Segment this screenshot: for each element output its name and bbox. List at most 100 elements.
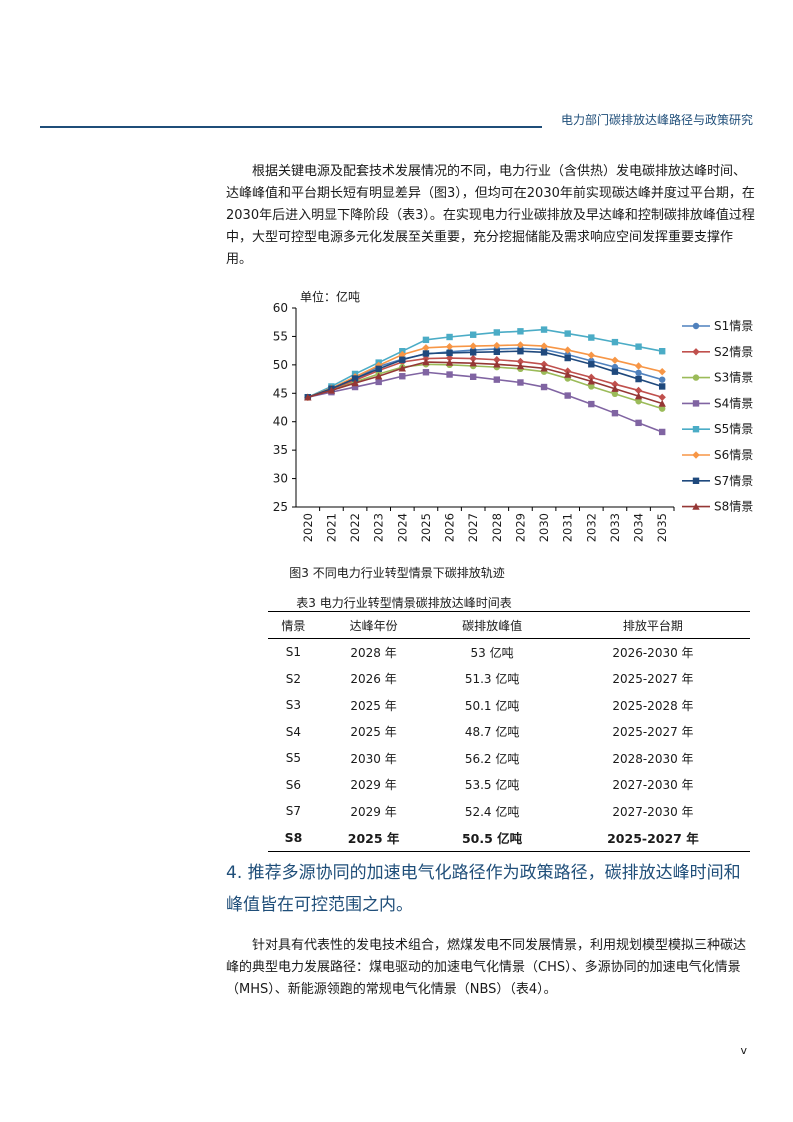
- data-point: [493, 356, 501, 364]
- table-cell: S7: [285, 804, 302, 819]
- data-point: [422, 344, 430, 352]
- table-cell: S4: [285, 724, 302, 739]
- x-tick-label: 2035: [655, 513, 669, 542]
- data-point: [634, 392, 643, 400]
- data-point: [469, 342, 477, 350]
- data-point: [658, 383, 666, 390]
- data-point: [351, 383, 359, 391]
- data-point: [469, 331, 477, 338]
- legend-marker: [692, 400, 700, 407]
- data-point: [634, 362, 643, 370]
- x-tick-label: 2023: [372, 513, 386, 542]
- x-tick-label: 2033: [608, 513, 622, 542]
- y-tick-label: 35: [273, 443, 288, 457]
- data-point: [517, 348, 524, 355]
- page-number: v: [740, 1044, 747, 1057]
- data-point: [611, 380, 619, 388]
- header-peak-year: 达峰年份: [349, 618, 398, 633]
- data-point: [374, 372, 383, 380]
- x-tick-label: 2026: [443, 513, 457, 542]
- table-cell: 2028-2030 年: [612, 751, 694, 766]
- section-heading: 4. 推荐多源协同的加速电气化路径作为政策路径，碳排放达峰时间和峰值皆在可控范围…: [226, 863, 741, 915]
- data-point: [588, 400, 595, 408]
- data-point: [422, 350, 430, 357]
- data-point: [516, 341, 525, 349]
- legend-item-8: S8情景: [682, 500, 753, 514]
- series-line: [307, 371, 663, 433]
- table-cell: 2027-2030 年: [612, 804, 694, 819]
- legend-item-3: S3情景: [682, 371, 753, 385]
- table-cell: 2026 年: [350, 672, 397, 687]
- series-8: [304, 358, 666, 407]
- table-cell: 2027-2030 年: [612, 778, 694, 793]
- data-point: [540, 360, 548, 368]
- data-point: [304, 393, 312, 401]
- chart-unit-label: 单位：亿吨: [300, 289, 360, 304]
- table-cell: 2029 年: [350, 778, 397, 793]
- x-tick-label: 2028: [490, 513, 504, 542]
- y-tick-label: 55: [273, 329, 288, 343]
- data-point: [493, 348, 501, 355]
- data-point: [540, 326, 548, 333]
- table-cell: 2026-2030 年: [612, 645, 694, 660]
- emission-trajectory-chart: 单位：亿吨 25 30 35 40 45 50 55 60 2020 2021 2022 2023 20…: [273, 289, 754, 542]
- data-point: [375, 378, 382, 386]
- table-row: S1 2028 年 53 亿吨 2026-2030 年: [268, 639, 750, 666]
- table-cell: S2: [285, 671, 302, 686]
- legend-marker: [692, 348, 700, 356]
- table-cell: 2028 年: [350, 645, 397, 660]
- data-point: [658, 405, 666, 412]
- header-scenario: 情景: [281, 618, 306, 633]
- data-point: [445, 354, 454, 362]
- table-row: S4 2025 年 48.7 亿吨 2025-2027 年: [268, 719, 750, 746]
- table-cell: 2030 年: [350, 751, 397, 766]
- y-tick-label: 60: [273, 301, 288, 315]
- table-header-row: 情景 达峰年份 碳排放峰值 排放平台期: [268, 611, 750, 639]
- legend-marker: [692, 374, 700, 381]
- legend-label: S7情景: [714, 474, 753, 488]
- data-point: [493, 341, 501, 350]
- data-point: [588, 334, 595, 341]
- legend-marker: [692, 322, 700, 330]
- table-cell: 51.3 亿吨: [464, 672, 520, 687]
- legend-item-4: S4情景: [682, 396, 753, 410]
- legend-label: S6情景: [714, 448, 753, 462]
- data-point: [351, 375, 359, 382]
- legend-label: S2情景: [714, 345, 753, 359]
- table-cell: 2025 年: [347, 831, 400, 847]
- data-point: [351, 379, 359, 387]
- data-point: [469, 359, 477, 367]
- data-point: [611, 409, 619, 417]
- x-tick-label: 2027: [466, 513, 480, 542]
- data-point: [563, 346, 572, 354]
- data-point: [658, 367, 666, 376]
- legend-marker: [692, 477, 700, 484]
- header-rule: [40, 126, 542, 128]
- data-point: [446, 333, 453, 341]
- data-point: [611, 385, 619, 392]
- legend-label: S3情景: [714, 371, 753, 385]
- data-point: [469, 349, 477, 356]
- data-point: [564, 354, 571, 362]
- x-tick-label: 2024: [395, 513, 409, 542]
- table-cell: 48.7 亿吨: [464, 725, 520, 740]
- legend-item-5: S5情景: [682, 422, 753, 436]
- data-point: [658, 376, 666, 383]
- data-point: [635, 419, 642, 427]
- data-point: [516, 362, 525, 370]
- table-row: S6 2029 年 53.5 亿吨 2027-2030 年: [268, 772, 750, 799]
- data-point: [422, 336, 430, 344]
- data-point: [634, 386, 643, 395]
- series-line: [307, 357, 663, 399]
- header-plateau: 排放平台期: [622, 618, 683, 633]
- data-point: [540, 349, 548, 356]
- data-point: [611, 390, 619, 398]
- x-tick-label: 2032: [584, 513, 598, 542]
- data-point: [374, 361, 383, 370]
- table-cell: S1: [285, 645, 302, 660]
- data-point: [516, 357, 525, 366]
- legend-item-2: S2情景: [682, 345, 753, 359]
- y-tick-label: 40: [273, 415, 288, 429]
- data-point: [375, 365, 382, 373]
- data-point: [587, 373, 596, 382]
